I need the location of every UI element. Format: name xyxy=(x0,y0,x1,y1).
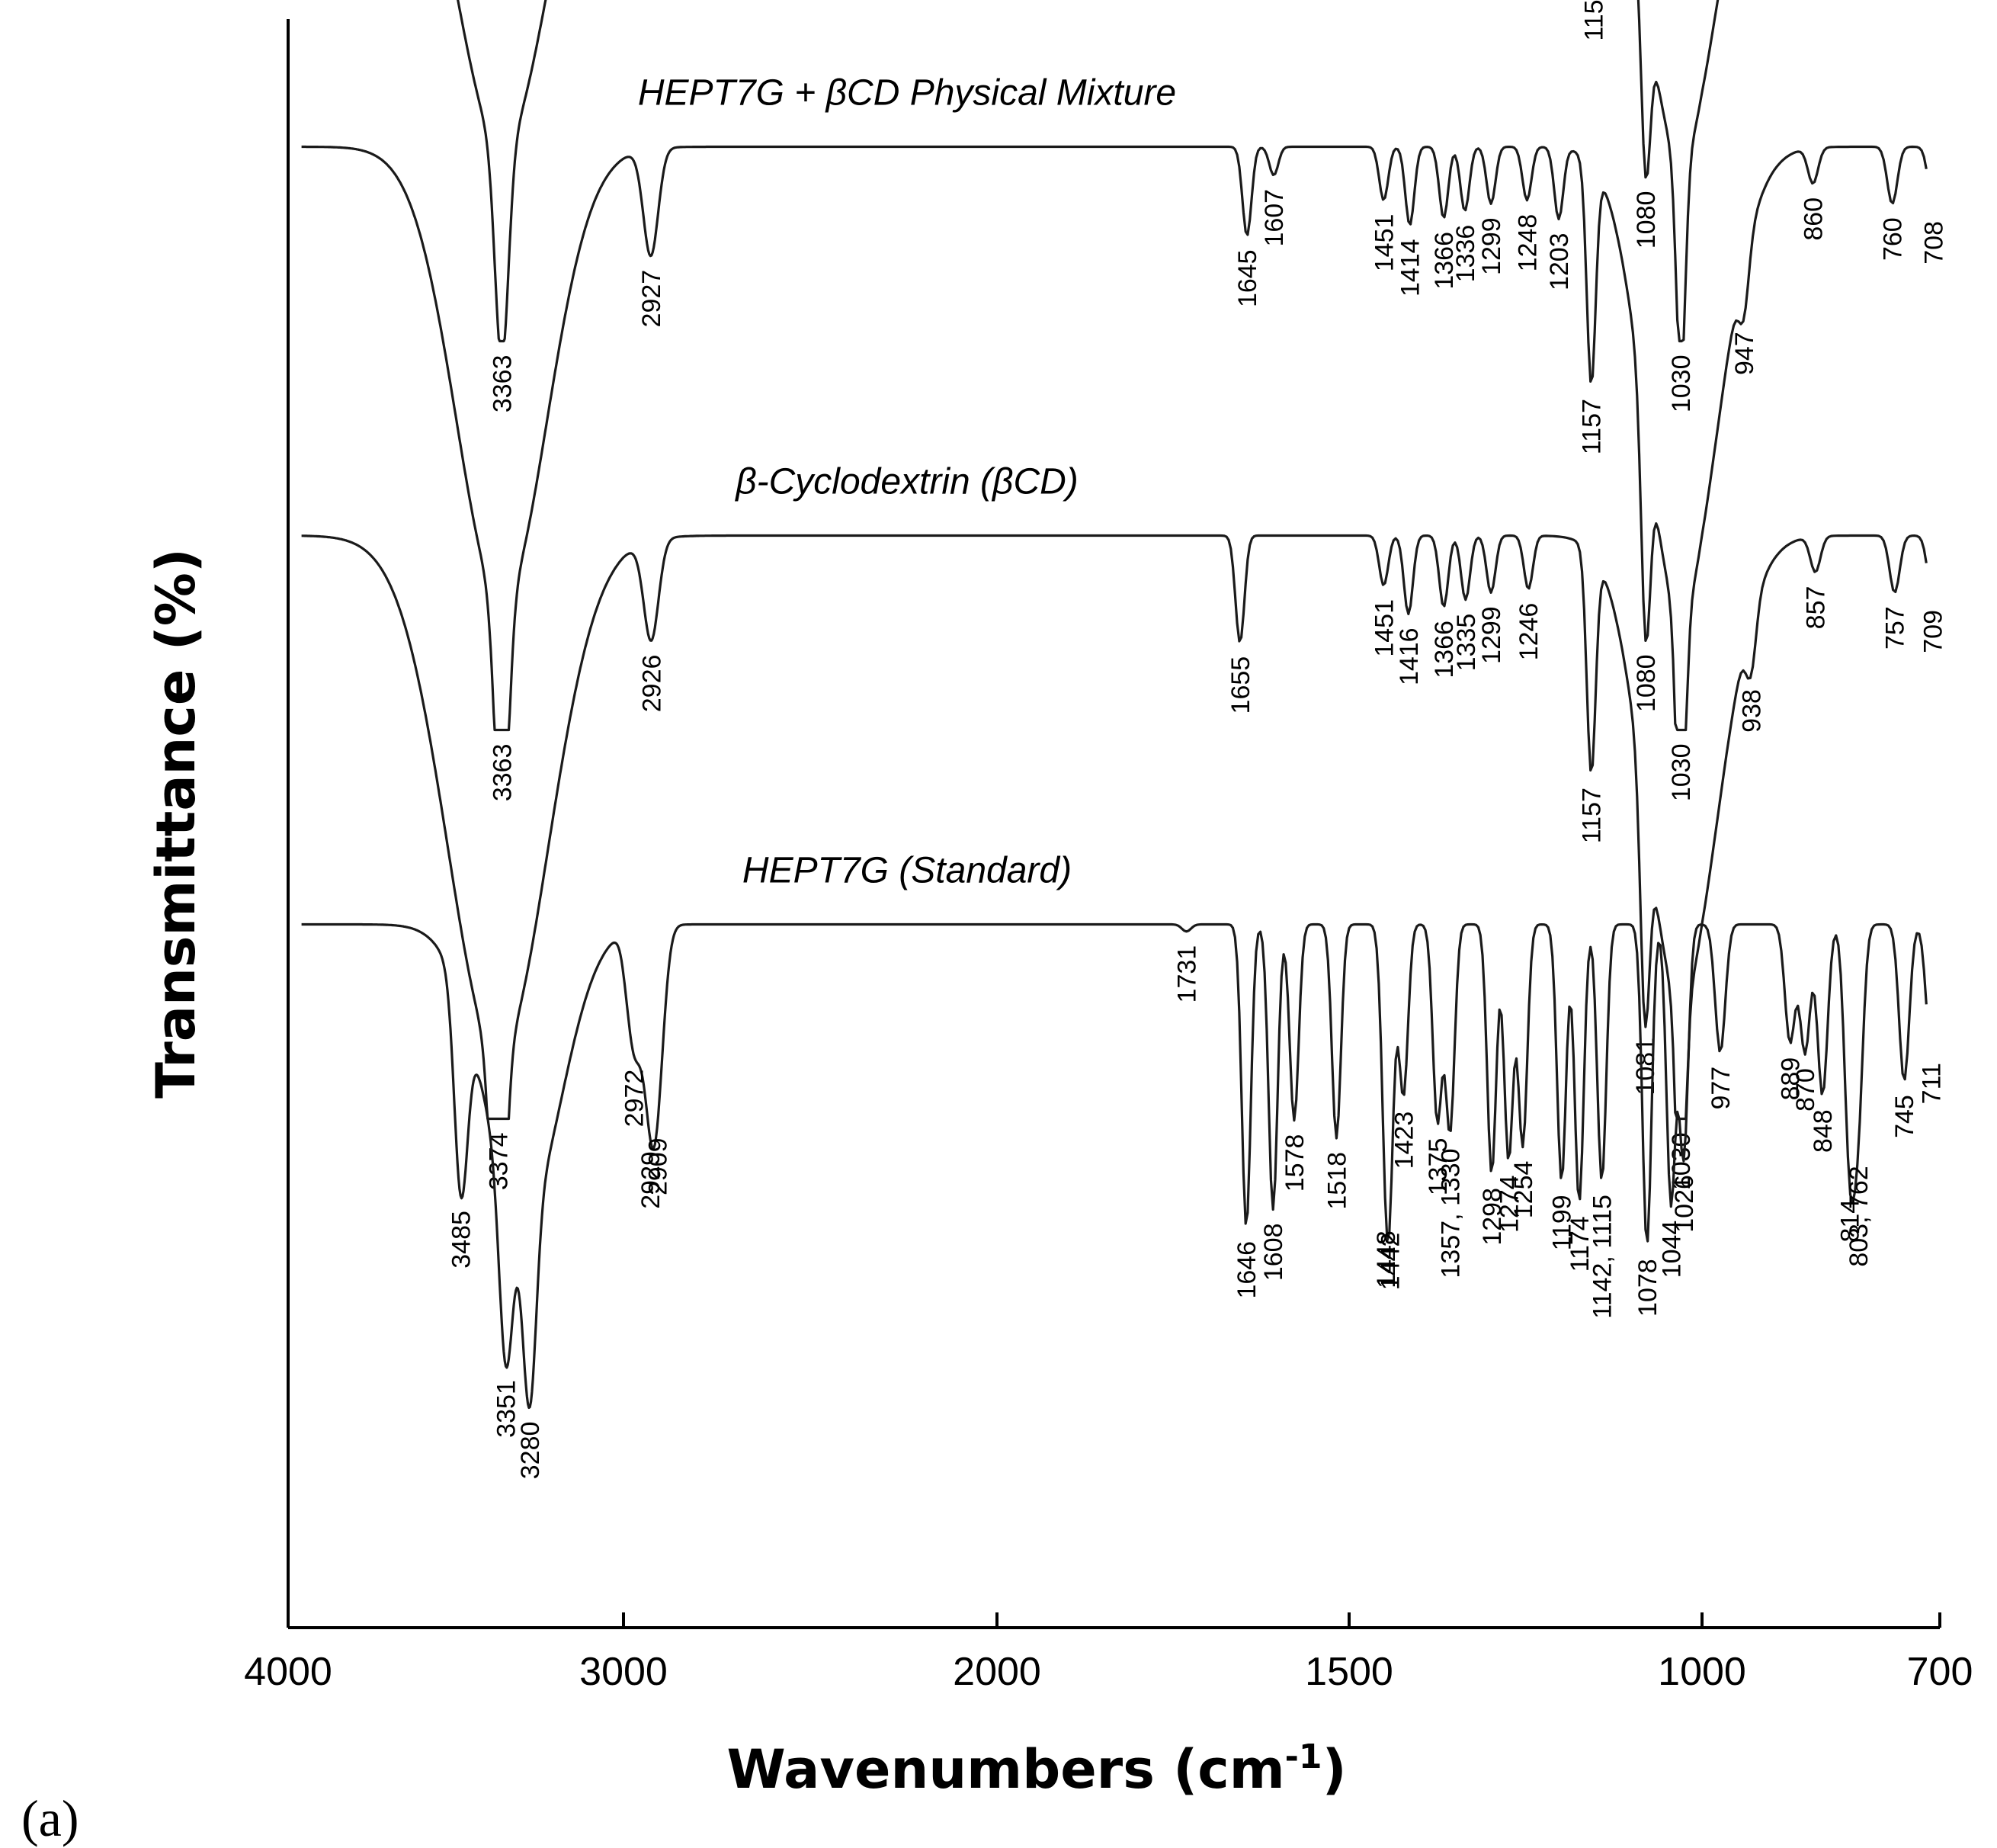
peak-label: 860 xyxy=(1800,197,1829,241)
panel-label: (a) xyxy=(21,1789,79,1847)
peak-label: 1366 xyxy=(1430,232,1459,290)
peak-label: 889 xyxy=(1776,1057,1805,1101)
peak-label: 1298 xyxy=(1478,1188,1507,1246)
peak-label: 3280 xyxy=(516,1422,545,1480)
peak-label: 760 xyxy=(1879,217,1908,261)
peak-label: 1248 xyxy=(1513,214,1542,272)
peak-label: 1335 xyxy=(1452,614,1481,672)
peak-label: 1254 xyxy=(1509,1161,1538,1219)
peak-label: 938 xyxy=(1738,689,1767,733)
spectrum-line xyxy=(457,0,1720,343)
peak-label: 1416 xyxy=(1395,627,1424,685)
peak-label: 1246 xyxy=(1515,603,1543,661)
peak-label: 1518 xyxy=(1322,1152,1351,1210)
x-axis-ticks: 4000 3000 2000 1500 1000 700 xyxy=(244,1612,1973,1694)
peak-label: 1655 xyxy=(1226,656,1255,714)
spectrum-line xyxy=(301,922,1928,1410)
series-group: HEPT7G + βCD Physical Mixture 3363 2927 164… xyxy=(301,73,1949,802)
series-title: HEPT7G (Standard) xyxy=(742,851,1072,891)
peak-label: 1578 xyxy=(1281,1134,1309,1192)
peak-label: 1078 xyxy=(1633,1259,1662,1317)
peak-label: 1081 xyxy=(1631,1038,1660,1096)
peak-label: 1174 xyxy=(1566,1216,1595,1272)
spectrum-line xyxy=(301,534,1928,1121)
peak-label: 2909 xyxy=(644,1137,673,1195)
peak-label: 803, 762 xyxy=(1845,1166,1874,1266)
peak-label: 857 xyxy=(1802,586,1831,630)
x-tick-label: 1500 xyxy=(1305,1650,1393,1694)
peak-label: 947 xyxy=(1730,332,1759,375)
peak-label: 3485 xyxy=(447,1211,476,1269)
x-tick-label: 4000 xyxy=(244,1650,332,1694)
peak-label: 2929 xyxy=(636,1151,665,1209)
peak-label: 1044 xyxy=(1657,1221,1686,1279)
peak-label: 2927 xyxy=(637,270,666,328)
peak-label: 1451 xyxy=(1370,599,1399,657)
peak-label: 1299 xyxy=(1477,606,1506,664)
peak-label: 1080 xyxy=(1632,654,1661,712)
peak-label: 1357, 1330 xyxy=(1436,1148,1465,1278)
peak-label: 870 xyxy=(1791,1068,1820,1112)
peak-label: 1030 xyxy=(1667,744,1696,802)
peak-label: 1645 xyxy=(1233,249,1262,307)
peak-label: 848 xyxy=(1809,1109,1838,1153)
peak-label: 1199 xyxy=(1548,1195,1577,1250)
peak-label: 1608 xyxy=(1259,1224,1288,1282)
peak-label: 1366 xyxy=(1430,621,1459,679)
x-axis-title: Wavenumbers (cm-1) xyxy=(726,1737,1346,1801)
peak-label: 814 xyxy=(1835,1199,1864,1243)
peak-label: 745 xyxy=(1890,1095,1919,1138)
peak-label: 1451 xyxy=(1370,214,1399,272)
peak-label: 3363 xyxy=(488,744,517,802)
spectrum-line xyxy=(301,145,1928,732)
peak-label: 711 xyxy=(1918,1063,1947,1104)
peak-label: 1026 xyxy=(1670,1175,1699,1233)
peak-label: 2972 xyxy=(620,1070,649,1128)
x-tick-label: 700 xyxy=(1907,1650,1973,1694)
peak-label: 1030 xyxy=(1667,355,1696,413)
peak-label: 977 xyxy=(1707,1067,1736,1110)
peak-label: 1157 xyxy=(1578,788,1607,843)
peak-label: 3363 xyxy=(488,355,517,413)
x-tick-label: 2000 xyxy=(953,1650,1041,1694)
peak-label: 1274 xyxy=(1495,1175,1524,1233)
peak-label: 709 xyxy=(1919,610,1948,653)
series-group: β-Cyclodextrin (βCD) 3374 2926 1655 14511416… xyxy=(301,462,1948,1191)
y-axis-title: Transmittance (%) xyxy=(145,548,207,1099)
peak-label: 1154 xyxy=(1579,0,1608,41)
peak-label: 1203 xyxy=(1545,233,1574,290)
peak-label: 1157 xyxy=(1578,399,1607,454)
peak-label: 1448 xyxy=(1372,1230,1401,1288)
plot-area: HEPT7G/βCD Inclusion Complex336329291640… xyxy=(301,0,1949,1480)
peak-label: 3374 xyxy=(484,1133,513,1191)
peak-label: 2926 xyxy=(637,655,666,713)
series-group: HEPT7G/βCD Inclusion Complex336329291640… xyxy=(457,0,1720,413)
peak-label: 1442 xyxy=(1377,1233,1406,1291)
series-title: β-Cyclodextrin (βCD) xyxy=(734,462,1079,502)
peak-label: 1646 xyxy=(1232,1241,1261,1299)
peak-label: 1142, 1115 xyxy=(1588,1195,1617,1319)
peak-label: 1080 xyxy=(1632,191,1661,249)
peak-label: 1423 xyxy=(1390,1112,1418,1169)
peak-label: 708 xyxy=(1920,221,1949,265)
peak-label: 1731 xyxy=(1173,945,1202,1003)
peak-label: 1414 xyxy=(1396,239,1425,297)
x-tick-label: 1000 xyxy=(1658,1650,1746,1694)
peak-label: 1375 xyxy=(1424,1138,1453,1196)
peak-label: 1336 xyxy=(1451,225,1480,283)
peak-label: 1299 xyxy=(1477,217,1506,275)
series-title: HEPT7G + βCD Physical Mixture xyxy=(638,73,1176,114)
peak-label: 3351 xyxy=(492,1380,521,1438)
x-tick-label: 3000 xyxy=(579,1650,668,1694)
peak-label: 1607 xyxy=(1260,189,1289,247)
peak-label: 757 xyxy=(1881,606,1910,650)
